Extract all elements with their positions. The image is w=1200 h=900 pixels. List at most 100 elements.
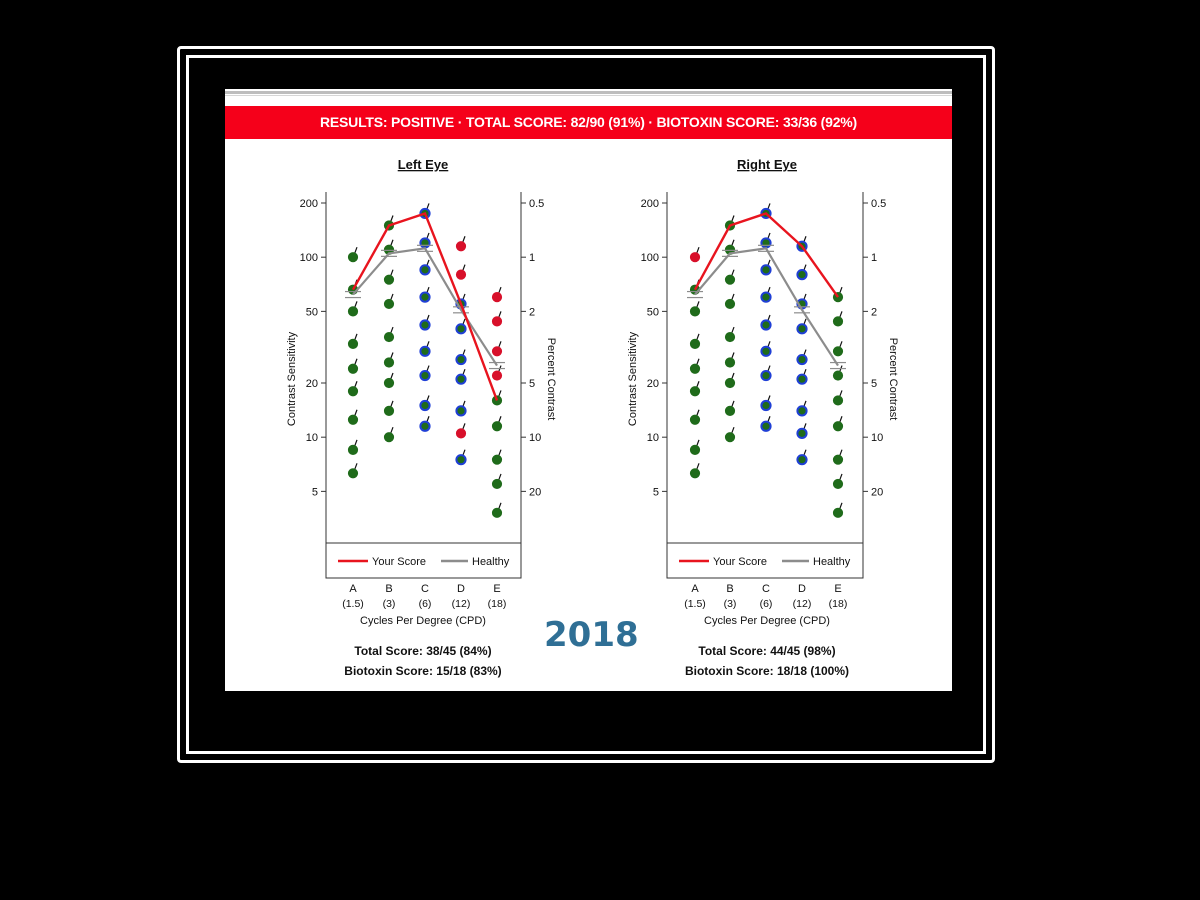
- stimulus-dot: [724, 377, 736, 389]
- results-banner: RESULTS: POSITIVE · TOTAL SCORE: 82/90 (…: [225, 106, 952, 139]
- panel-title: Right Eye: [737, 157, 797, 172]
- stimulus-dot: [347, 414, 359, 425]
- x-category-label: E: [493, 583, 500, 595]
- stimulus-dot: [832, 454, 844, 465]
- left-tick-label: 10: [647, 432, 659, 444]
- stimulus-dot: [491, 346, 503, 357]
- x-category-label: B: [385, 583, 392, 595]
- stimulus-dot: [491, 478, 503, 490]
- left-tick-label: 100: [641, 252, 659, 264]
- right-tick-label: 5: [871, 378, 877, 390]
- stimulus-dot: [760, 237, 772, 249]
- stimulus-dot: [724, 357, 736, 368]
- left-tick-label: 20: [647, 378, 659, 390]
- x-cpd-label: (6): [760, 598, 773, 610]
- stimulus-dot: [491, 507, 503, 518]
- stimulus-dot: [383, 274, 395, 285]
- stimulus-dot: [689, 363, 701, 374]
- stimulus-dot: [796, 323, 808, 335]
- y-axis-title: Contrast Sensitivity: [286, 331, 298, 426]
- stimulus-dot: [347, 444, 359, 455]
- right-tick-label: 2: [871, 306, 877, 318]
- stimulus-dot: [347, 468, 359, 479]
- chart-panel-left: Left Eye 200 100 50 20 10 5 0.5 1 2 5 10 20 Contrast …: [286, 157, 557, 678]
- outer-frame: [177, 46, 995, 763]
- stimulus-dot: [832, 507, 844, 518]
- y-axis-title: Contrast Sensitivity: [627, 331, 639, 426]
- left-tick-label: 5: [312, 486, 318, 498]
- stimulus-dot: [796, 427, 808, 439]
- y2-axis-title: Percent Contrast: [545, 338, 557, 421]
- stimulus-dot: [832, 421, 844, 432]
- right-tick-label: 10: [871, 432, 883, 444]
- biotoxin-score: Biotoxin Score: 15/18 (83%): [344, 664, 501, 678]
- x-axis-title: Cycles Per Degree (CPD): [704, 615, 830, 627]
- stimulus-dot: [491, 370, 503, 381]
- chart-panel-right: Right Eye 200 100 50 20 10 5 0.5 1 2 5 10 20 Contrast…: [627, 157, 899, 678]
- left-tick-label: 50: [306, 306, 318, 318]
- healthy-line: [694, 247, 839, 367]
- x-category-label: D: [798, 583, 806, 595]
- healthy-line: [352, 247, 498, 367]
- stimulus-dot: [347, 338, 359, 349]
- stimulus-dot: [419, 345, 431, 357]
- legend-healthy-label: Healthy: [472, 556, 510, 568]
- inner-frame: [186, 55, 986, 754]
- left-tick-label: 20: [306, 378, 318, 390]
- stimulus-dot: [760, 291, 772, 303]
- stimulus-dot: [832, 316, 844, 327]
- stimulus-dot: [689, 306, 701, 317]
- contrast-charts: Left Eye 200 100 50 20 10 5 0.5 1 2 5 10 20 Contrast …: [286, 157, 899, 678]
- x-category-label: A: [349, 583, 357, 595]
- stimulus-dot: [491, 316, 503, 327]
- stimulus-dot: [347, 386, 359, 397]
- stimulus-dot: [383, 432, 395, 443]
- left-tick-label: 50: [647, 306, 659, 318]
- stimulus-dot: [689, 386, 701, 397]
- stimulus-dot: [760, 369, 772, 382]
- stimulus-dot: [491, 292, 503, 303]
- x-category-label: D: [457, 583, 465, 595]
- stimulus-dot: [760, 420, 772, 432]
- stimulus-dot: [455, 269, 467, 280]
- stimulus-dot: [491, 421, 503, 432]
- x-cpd-label: (3): [724, 598, 737, 610]
- stimulus-dot: [724, 432, 736, 443]
- left-tick-label: 5: [653, 486, 659, 498]
- x-cpd-label: (6): [419, 598, 432, 610]
- stimulus-dot: [689, 414, 701, 425]
- stimulus-dot: [689, 468, 701, 479]
- your-score-line: [351, 211, 499, 401]
- total-score: Total Score: 44/45 (98%): [698, 644, 835, 658]
- x-category-label: A: [691, 583, 699, 595]
- legend-box: [325, 542, 522, 579]
- right-tick-label: 20: [529, 486, 541, 498]
- stimulus-dot: [689, 444, 701, 455]
- stimulus-dot: [383, 357, 395, 368]
- stimulus-dot: [724, 405, 736, 416]
- stimulus-dot: [455, 323, 467, 335]
- stimulus-dot: [832, 370, 844, 381]
- x-cpd-label: (1.5): [684, 598, 706, 610]
- stimulus-dot: [760, 319, 772, 331]
- stimulus-dot: [419, 237, 431, 249]
- right-tick-label: 2: [529, 306, 535, 318]
- legend-box: [666, 542, 864, 579]
- stimulus-dot: [455, 428, 467, 439]
- x-cpd-label: (1.5): [342, 598, 364, 610]
- stimulus-dot: [689, 338, 701, 349]
- report-top-rule-2: [225, 95, 952, 96]
- report-image: RESULTS: POSITIVE · TOTAL SCORE: 82/90 (…: [225, 89, 952, 691]
- stimulus-dot: [455, 454, 467, 466]
- stimulus-dot: [760, 345, 772, 357]
- left-tick-label: 10: [306, 432, 318, 444]
- x-axis-title: Cycles Per Degree (CPD): [360, 615, 486, 627]
- stimulus-dot: [383, 298, 395, 310]
- left-tick-label: 200: [300, 198, 318, 210]
- stimulus-dot: [796, 405, 808, 417]
- legend-your-score-label: Your Score: [372, 556, 426, 568]
- stimulus-dot: [347, 252, 359, 263]
- stimulus-dot: [832, 395, 844, 406]
- legend-healthy-label: Healthy: [813, 556, 851, 568]
- your-score-line: [693, 212, 839, 298]
